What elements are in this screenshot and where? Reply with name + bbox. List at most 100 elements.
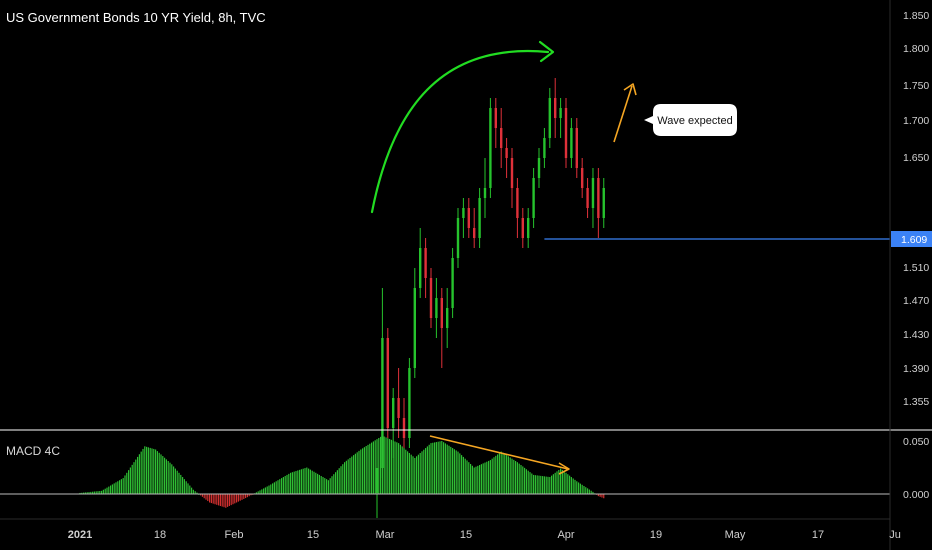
candle[interactable] xyxy=(564,98,568,168)
macd-histogram-bar xyxy=(120,479,122,494)
drawing-annotations[interactable]: Wave expected xyxy=(370,40,737,475)
candle[interactable] xyxy=(462,198,465,238)
candle[interactable] xyxy=(532,168,535,228)
candle[interactable] xyxy=(500,108,503,168)
candle[interactable] xyxy=(435,278,438,338)
macd-axis[interactable]: 0.050 0.000 xyxy=(903,436,929,501)
expected-move-arrow[interactable] xyxy=(613,83,637,143)
macd-histogram-bar xyxy=(264,487,266,494)
macd-histogram-bar xyxy=(421,451,423,494)
candle[interactable] xyxy=(446,288,449,348)
macd-histogram-bar xyxy=(111,484,113,494)
candle[interactable] xyxy=(548,88,551,148)
candle-body xyxy=(580,168,584,188)
macd-histogram-bar xyxy=(250,494,252,496)
candle-body xyxy=(591,178,595,208)
candle[interactable] xyxy=(521,208,524,248)
macd-histogram-bar xyxy=(113,483,115,494)
macd-histogram-bar xyxy=(95,491,97,494)
candle[interactable] xyxy=(554,78,557,138)
candle[interactable] xyxy=(602,178,605,228)
divergence-arrow[interactable] xyxy=(429,435,570,475)
price-axis[interactable]: 1.8501.8001.7501.7001.6501.5501.5101.470… xyxy=(891,10,932,408)
macd-histogram-bar xyxy=(306,467,308,494)
candle[interactable] xyxy=(489,98,492,198)
macd-histogram-bar xyxy=(320,475,322,494)
time-axis[interactable]: 2021 18 Feb 15 Mar 15 Apr 19 May 17 Ju xyxy=(68,529,901,541)
curved-arrow-path xyxy=(370,49,550,214)
macd-histogram-bar xyxy=(218,494,220,506)
macd-histogram-bar xyxy=(297,470,299,494)
candle[interactable] xyxy=(424,238,427,298)
candle[interactable] xyxy=(543,128,546,168)
candle[interactable] xyxy=(570,118,573,168)
macd-histogram-bar xyxy=(90,491,92,494)
candle[interactable] xyxy=(510,148,514,208)
candle[interactable] xyxy=(408,358,411,448)
current-price-badge xyxy=(891,231,932,247)
macd-histogram-bar xyxy=(354,453,356,494)
macd-histogram-bar xyxy=(547,476,549,494)
price-tick-label: 1.510 xyxy=(903,262,929,274)
curved-arrow[interactable] xyxy=(370,40,555,214)
candle[interactable] xyxy=(580,158,584,198)
macd-histogram-bar xyxy=(489,460,491,494)
macd-histogram-bar xyxy=(299,469,301,494)
macd-histogram-bar xyxy=(567,474,569,494)
candle[interactable] xyxy=(419,228,422,298)
macd-histogram-bar xyxy=(446,444,448,494)
candle[interactable] xyxy=(505,138,508,178)
candle[interactable] xyxy=(467,198,470,238)
callout-bubble xyxy=(644,104,737,136)
candle[interactable] xyxy=(456,208,460,268)
macd-pane[interactable] xyxy=(0,435,890,508)
candle[interactable] xyxy=(478,188,481,248)
macd-histogram-bar xyxy=(340,466,342,494)
candle[interactable] xyxy=(516,178,519,238)
macd-histogram-bar xyxy=(257,491,259,494)
candle[interactable] xyxy=(575,118,578,178)
price-tick-label: 1.850 xyxy=(903,10,929,22)
candle[interactable] xyxy=(451,248,454,318)
macd-histogram-bar xyxy=(387,438,389,494)
candle[interactable] xyxy=(494,98,497,148)
macd-histogram-bar xyxy=(308,468,310,494)
macd-histogram-bar xyxy=(549,477,551,494)
candle[interactable] xyxy=(413,268,416,378)
macd-histogram-bar xyxy=(504,453,506,494)
macd-histogram-bar xyxy=(452,448,454,494)
candle[interactable] xyxy=(397,368,400,438)
macd-histogram-bar xyxy=(385,437,387,494)
candle[interactable] xyxy=(586,178,589,218)
candle-body xyxy=(554,98,557,118)
candle[interactable] xyxy=(473,208,476,248)
macd-histogram-bar xyxy=(302,468,304,494)
macd-histogram-bar xyxy=(369,443,371,494)
macd-histogram-bar xyxy=(466,460,468,494)
macd-histogram-bar xyxy=(383,436,385,494)
macd-histogram-bar xyxy=(142,448,144,494)
candle[interactable] xyxy=(527,208,530,248)
candle[interactable] xyxy=(402,398,406,448)
callout[interactable]: Wave expected xyxy=(644,104,737,136)
time-tick-label: 18 xyxy=(154,529,166,541)
candle[interactable] xyxy=(429,268,433,328)
candle[interactable] xyxy=(386,328,389,438)
macd-histogram-bar xyxy=(498,453,500,494)
macd-histogram-bar xyxy=(533,474,535,494)
candle[interactable] xyxy=(483,158,487,218)
macd-histogram-bar xyxy=(527,470,529,494)
candle[interactable] xyxy=(559,98,562,138)
candle[interactable] xyxy=(591,168,595,228)
macd-histogram-bar xyxy=(529,472,531,494)
macd-histogram-bar xyxy=(394,441,396,494)
curved-arrow-head-icon xyxy=(538,40,555,63)
macd-histogram-bar xyxy=(140,451,142,494)
candle-body xyxy=(483,188,487,198)
macd-histogram-bar xyxy=(396,442,398,494)
candle[interactable] xyxy=(440,288,443,368)
macd-histogram-bar xyxy=(151,448,153,494)
macd-histogram-bar xyxy=(210,494,212,504)
candle[interactable] xyxy=(597,168,600,238)
candle[interactable] xyxy=(537,148,541,188)
